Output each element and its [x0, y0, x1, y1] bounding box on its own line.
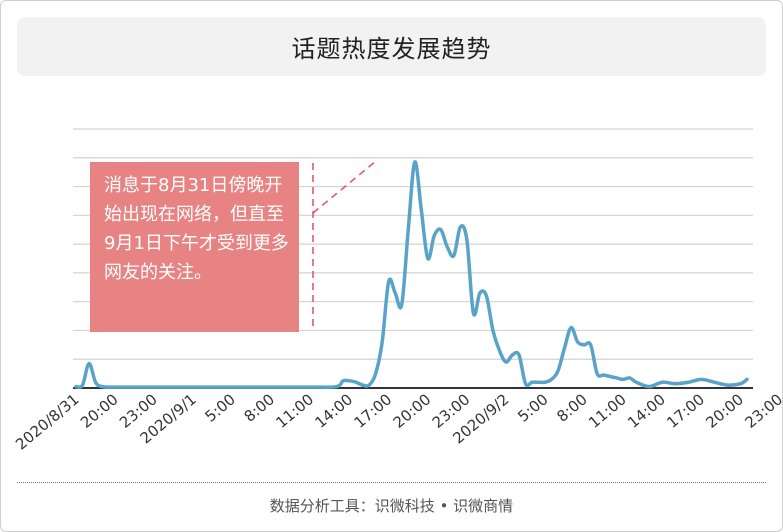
x-tick-label: 14:00	[311, 390, 356, 432]
x-tick-label: 5:00	[514, 390, 551, 425]
series-line	[74, 160, 749, 389]
x-tick-label: 20:00	[390, 390, 435, 432]
footer-divider	[17, 482, 766, 483]
x-tick-label: 17:00	[351, 390, 396, 432]
title-bar: 话题热度发展趋势	[17, 17, 766, 76]
x-tick-label: 8:00	[553, 390, 590, 425]
x-tick-label: 20:00	[702, 390, 747, 432]
footer-credit: 数据分析工具：识微科技 • 识微商情	[269, 497, 514, 515]
x-tick-label: 11:00	[272, 390, 317, 432]
x-tick-label: 17:00	[663, 390, 708, 432]
x-tick-label: 14:00	[624, 390, 669, 432]
x-tick-label: 8:00	[241, 390, 278, 425]
x-tick-label: 23:00	[741, 390, 782, 432]
chart-title: 话题热度发展趋势	[291, 35, 492, 63]
annotation-box: 消息于8月31日傍晚开始出现在网络，但直至9月1日下午才受到更多网友的关注。	[90, 162, 299, 332]
x-tick-label: 20:00	[77, 390, 122, 432]
x-tick-label: 2020/8/31	[12, 390, 82, 453]
annotation-pointer	[312, 160, 377, 331]
x-tick-label: 5:00	[202, 390, 239, 425]
x-tick-label: 11:00	[585, 390, 630, 432]
